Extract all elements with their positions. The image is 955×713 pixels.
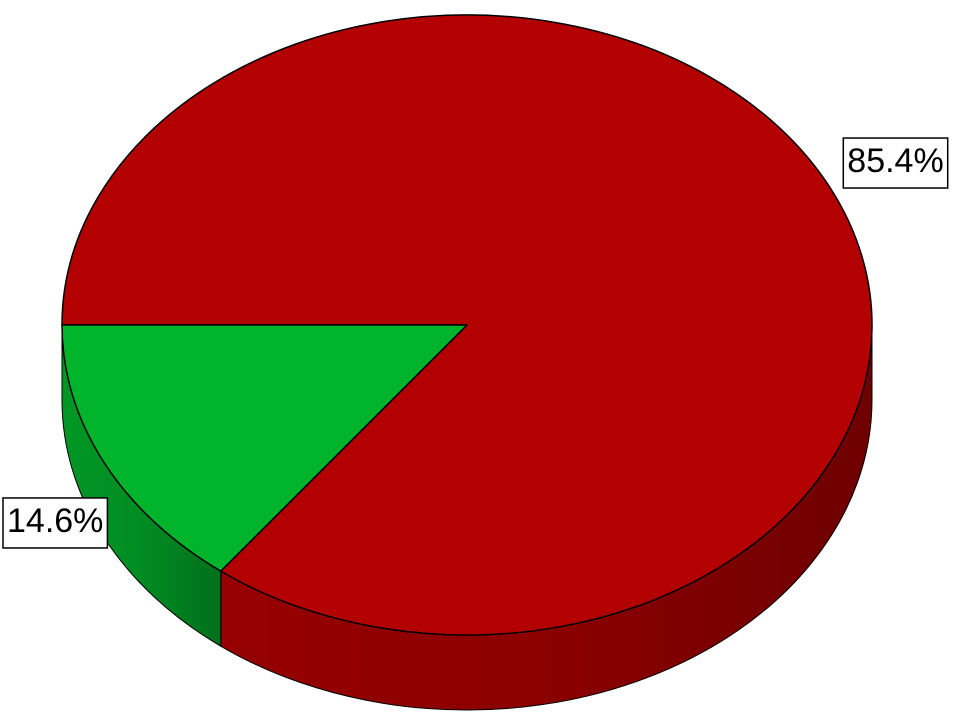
data-label: 14.6% bbox=[2, 497, 109, 549]
slice-side-shade bbox=[62, 325, 221, 647]
data-label-text: 85.4% bbox=[847, 142, 943, 180]
slice-side-shade bbox=[220, 325, 873, 711]
data-label-box bbox=[842, 137, 949, 189]
data-label: 85.4% bbox=[842, 137, 949, 189]
data-label-text: 14.6% bbox=[7, 502, 103, 540]
slice bbox=[61, 324, 468, 572]
data-label-box bbox=[2, 497, 109, 549]
